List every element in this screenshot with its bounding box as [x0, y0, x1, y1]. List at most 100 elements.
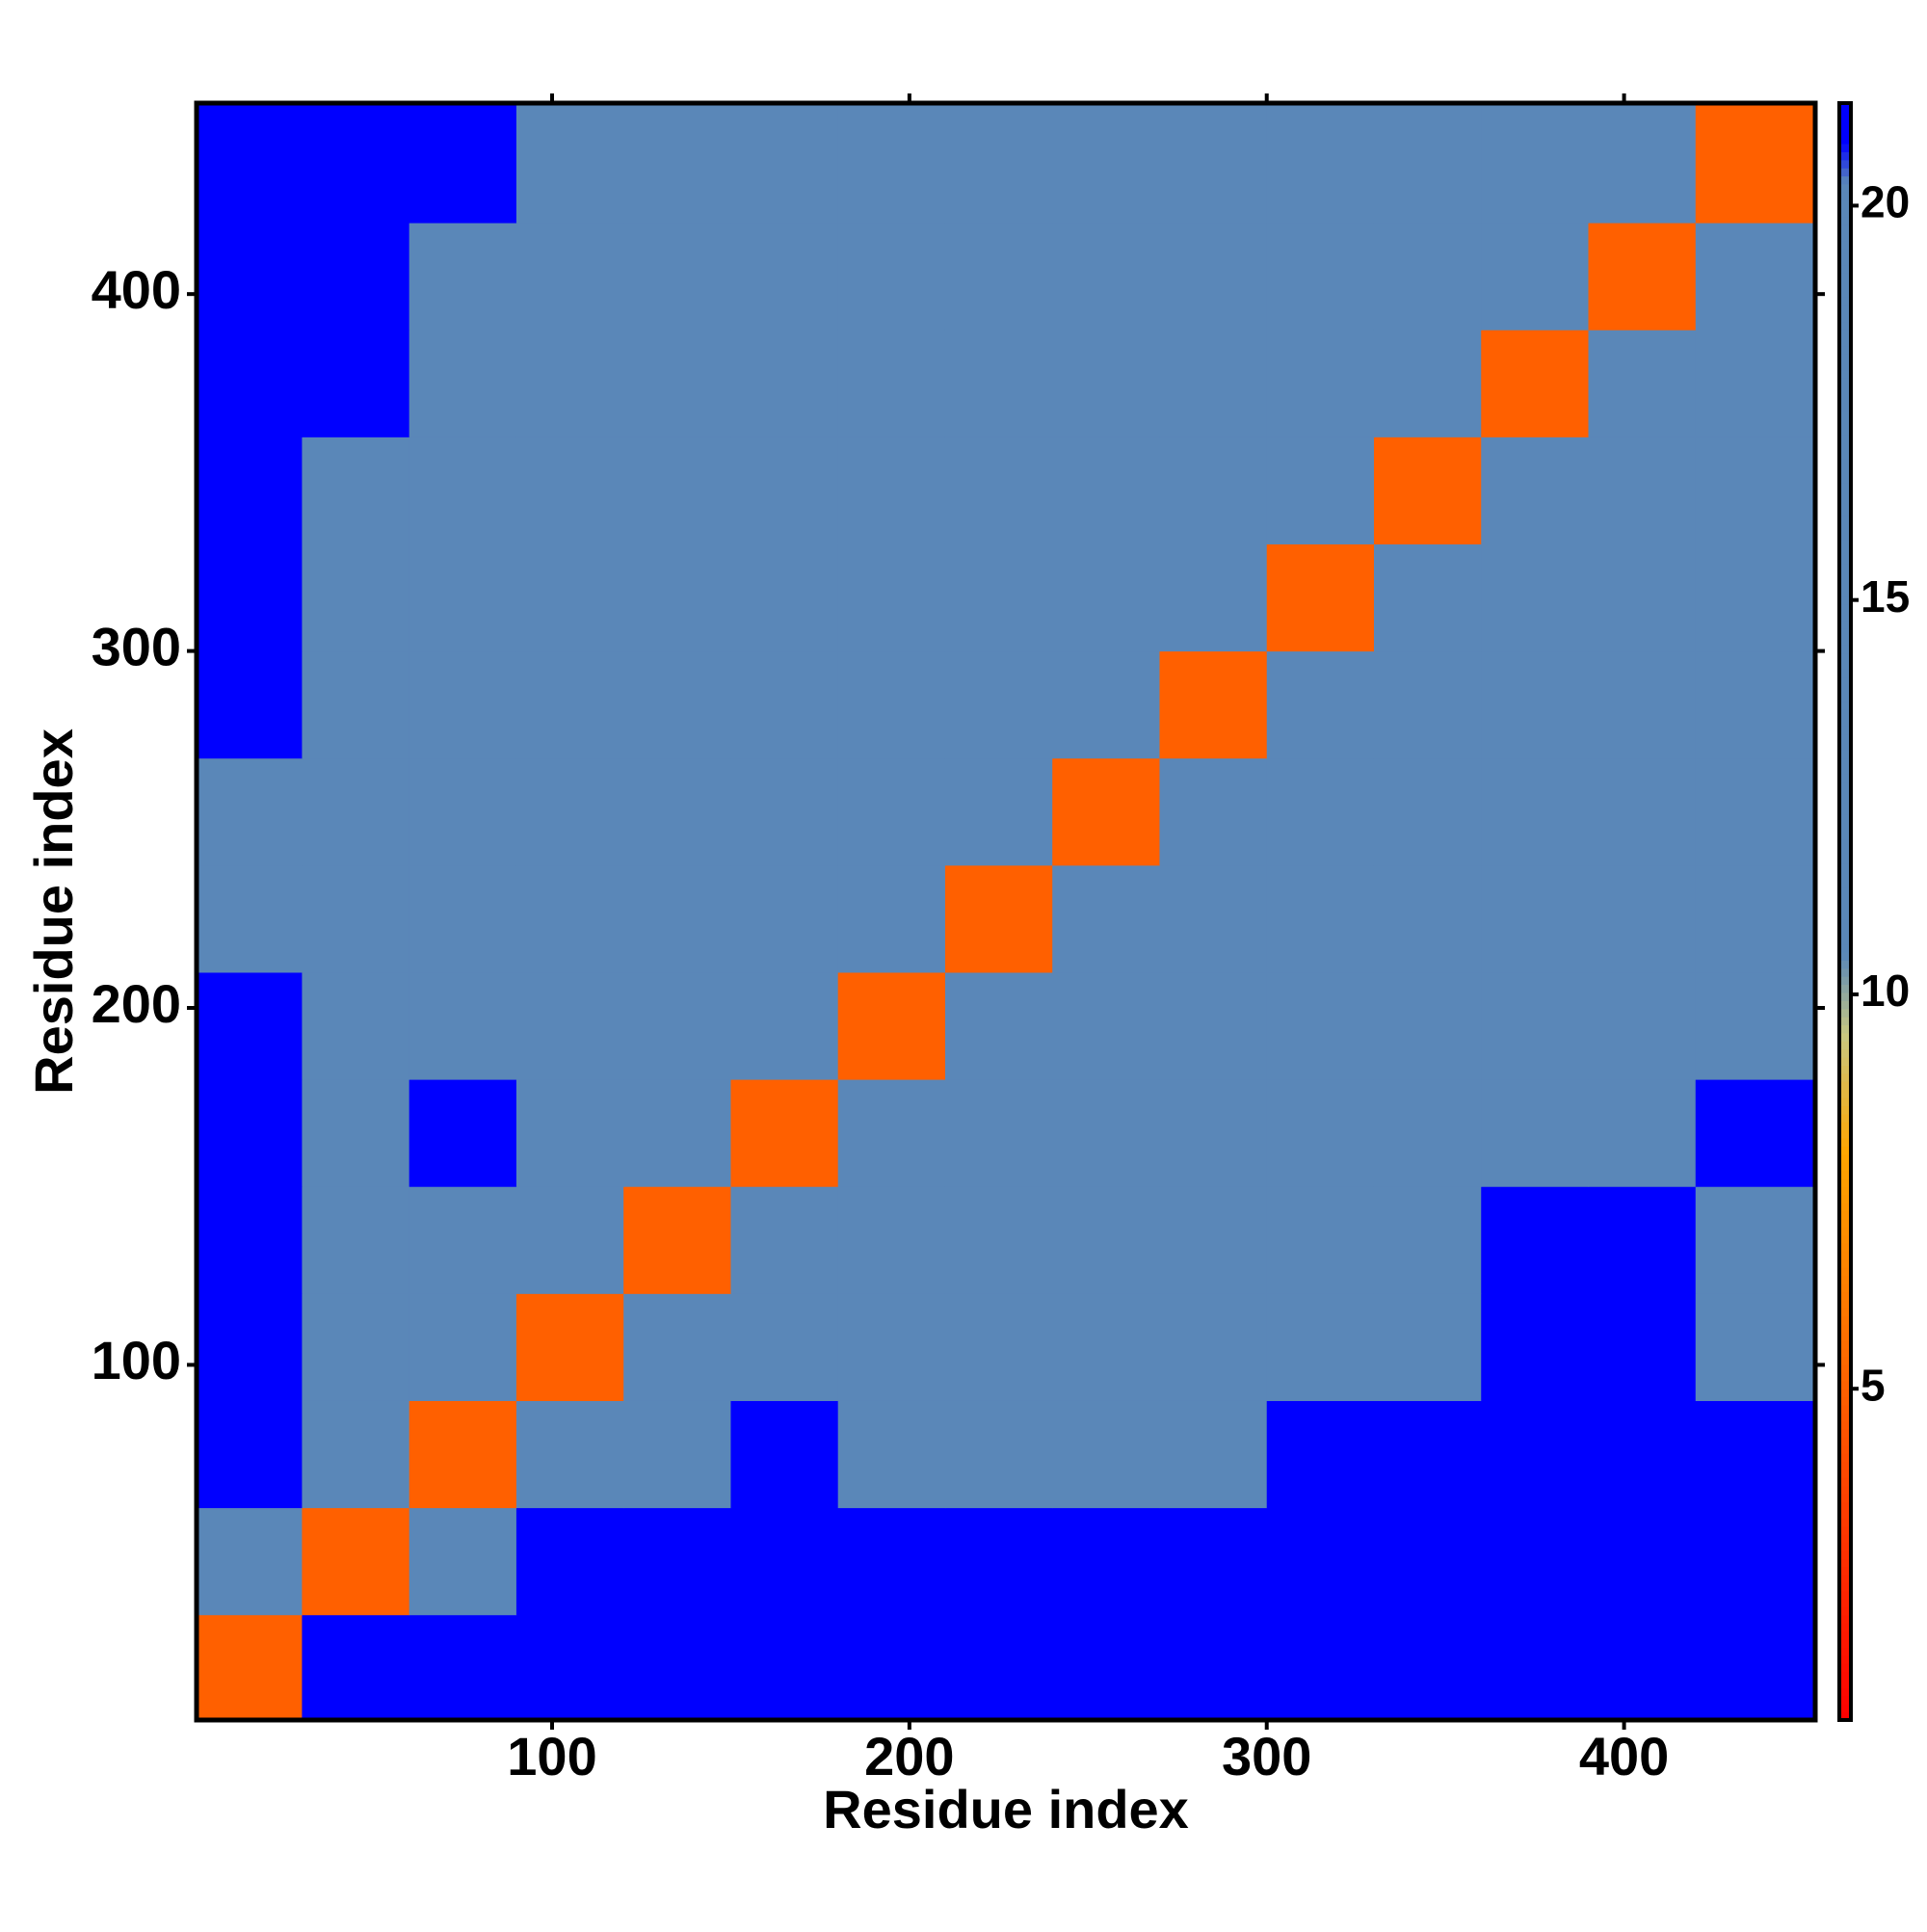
colorbar-step	[1839, 224, 1851, 233]
heatmap-cell	[515, 971, 624, 1080]
colorbar-step	[1839, 1501, 1851, 1511]
heatmap-cell	[944, 1293, 1053, 1401]
heatmap-cell	[1588, 1400, 1697, 1509]
heatmap-cell	[197, 971, 303, 1080]
heatmap-cell	[623, 1507, 731, 1616]
colorbar-step	[1839, 531, 1851, 541]
heatmap-cell	[409, 650, 517, 759]
heatmap-cell	[1052, 1400, 1160, 1509]
heatmap-cell	[1159, 223, 1268, 331]
heatmap-cell	[409, 1400, 517, 1509]
heatmap-cell	[623, 864, 731, 973]
colorbar-step	[1839, 1509, 1851, 1519]
heatmap-cell	[1266, 1186, 1375, 1294]
colorbar-step	[1839, 1137, 1851, 1147]
colorbar-step	[1839, 208, 1851, 218]
colorbar-step	[1839, 490, 1851, 500]
colorbar-step	[1839, 733, 1851, 743]
colorbar-tick-label: 10	[1861, 966, 1910, 1016]
heatmap-cell	[1159, 1293, 1268, 1401]
y-tick-label: 100	[92, 1330, 181, 1390]
colorbar-step	[1839, 1057, 1851, 1067]
heatmap-cell	[197, 437, 303, 544]
colorbar-step	[1839, 483, 1851, 492]
colorbar-step	[1839, 385, 1851, 395]
heatmap-cell	[1481, 330, 1590, 437]
colorbar-step	[1839, 256, 1851, 266]
colorbar-step	[1839, 919, 1851, 929]
colorbar-step	[1839, 951, 1851, 961]
colorbar-step	[1839, 1275, 1851, 1284]
heatmap-cell	[197, 757, 303, 866]
colorbar-step	[1839, 1146, 1851, 1155]
colorbar-step	[1839, 976, 1851, 986]
colorbar-step	[1839, 1291, 1851, 1301]
heatmap-cell	[730, 864, 839, 973]
colorbar-step	[1839, 175, 1851, 185]
colorbar-step	[1839, 1072, 1851, 1082]
colorbar-step	[1839, 709, 1851, 719]
colorbar-step	[1839, 806, 1851, 815]
heatmap-cell	[1481, 1079, 1590, 1187]
colorbar-step	[1839, 280, 1851, 290]
heatmap-cell	[1266, 223, 1375, 331]
heatmap-cell	[302, 1293, 410, 1401]
heatmap-cell	[515, 1507, 624, 1616]
heatmap-cell	[515, 757, 624, 866]
heatmap-cell	[1052, 103, 1160, 224]
x-tick-label: 300	[1222, 1726, 1311, 1786]
colorbar-step	[1839, 515, 1851, 524]
colorbar-step	[1839, 1582, 1851, 1592]
colorbar-step	[1839, 1654, 1851, 1664]
heatmap-cell	[1481, 437, 1590, 544]
heatmap-cell	[409, 1079, 517, 1187]
heatmap-cell	[1266, 1614, 1375, 1721]
colorbar-step	[1839, 765, 1851, 775]
heatmap-cell	[1481, 1293, 1590, 1401]
heatmap-cell	[302, 650, 410, 759]
heatmap-cell	[837, 1186, 946, 1294]
colorbar-step	[1839, 741, 1851, 751]
colorbar-step	[1839, 369, 1851, 379]
heatmap-cell	[623, 1186, 731, 1294]
colorbar-tick-label: 20	[1861, 177, 1910, 227]
heatmap-cell	[1481, 971, 1590, 1080]
colorbar-step	[1839, 774, 1851, 783]
heatmap-cell	[837, 103, 946, 224]
colorbar-step	[1839, 442, 1851, 452]
heatmap-cell	[1695, 1400, 1816, 1509]
y-tick-label: 300	[92, 616, 181, 676]
heatmap-cell	[515, 223, 624, 331]
colorbar-step	[1839, 1396, 1851, 1406]
colorbar-step	[1839, 620, 1851, 629]
heatmap-cell	[197, 1079, 303, 1187]
heatmap-cell	[1159, 757, 1268, 866]
colorbar-step	[1839, 1518, 1851, 1527]
heatmap-cell	[1052, 1186, 1160, 1294]
heatmap-cell	[302, 971, 410, 1080]
colorbar-step	[1839, 1162, 1851, 1172]
heatmap-cell	[944, 1507, 1053, 1616]
heatmap-cell	[1159, 437, 1268, 544]
colorbar-step	[1839, 418, 1851, 428]
heatmap-cell	[409, 864, 517, 973]
heatmap-cell	[1052, 437, 1160, 544]
colorbar-step	[1839, 1606, 1851, 1616]
heatmap-cell	[944, 757, 1053, 866]
colorbar-step	[1839, 790, 1851, 800]
heatmap-cell	[197, 1507, 303, 1616]
heatmap-cell	[623, 1614, 731, 1721]
colorbar-step	[1839, 855, 1851, 864]
heatmap-cell	[1052, 757, 1160, 866]
heatmap-cell	[197, 650, 303, 759]
colorbar-step	[1839, 571, 1851, 581]
heatmap-cell	[515, 1614, 624, 1721]
colorbar-tick-label: 5	[1861, 1360, 1886, 1410]
heatmap-cell	[1481, 103, 1590, 224]
heatmap-cell	[1373, 543, 1482, 652]
colorbar-step	[1839, 249, 1851, 258]
heatmap-cell	[1373, 1507, 1482, 1616]
colorbar-step	[1839, 1485, 1851, 1495]
colorbar-step	[1839, 459, 1851, 468]
colorbar-step	[1839, 474, 1851, 484]
